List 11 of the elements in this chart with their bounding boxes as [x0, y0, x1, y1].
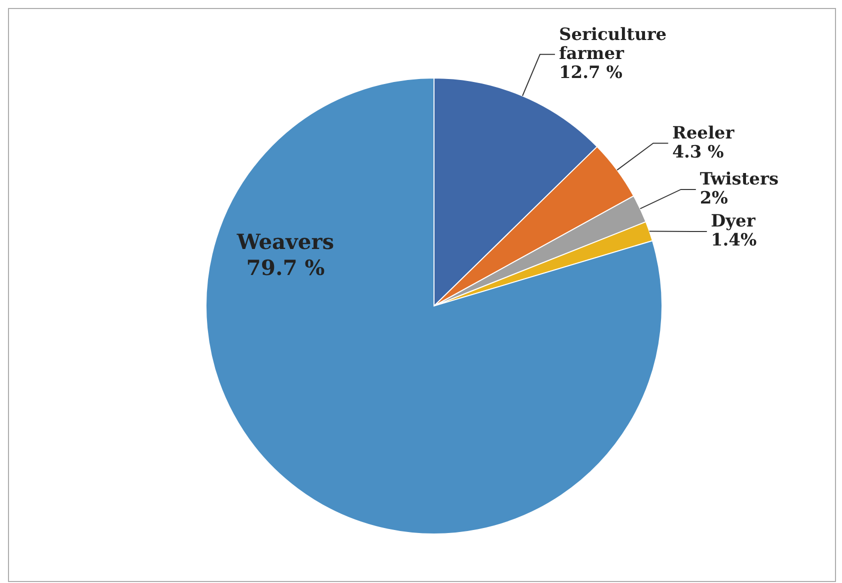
data-label: 4.3 %	[672, 142, 724, 162]
data-label: 79.7 %	[246, 255, 325, 280]
data-label: 12.7 %	[558, 62, 622, 83]
pie-slice	[206, 78, 662, 534]
slice-label: Reeler	[672, 123, 736, 144]
slice-label: Dyer	[710, 211, 756, 232]
data-label: 1.4%	[710, 230, 757, 250]
slice-label: Twisters	[700, 169, 779, 190]
data-label: 2%	[700, 188, 728, 208]
slice-label: Weavers	[236, 228, 334, 254]
slice-label: Sericulture farmer	[558, 24, 667, 64]
